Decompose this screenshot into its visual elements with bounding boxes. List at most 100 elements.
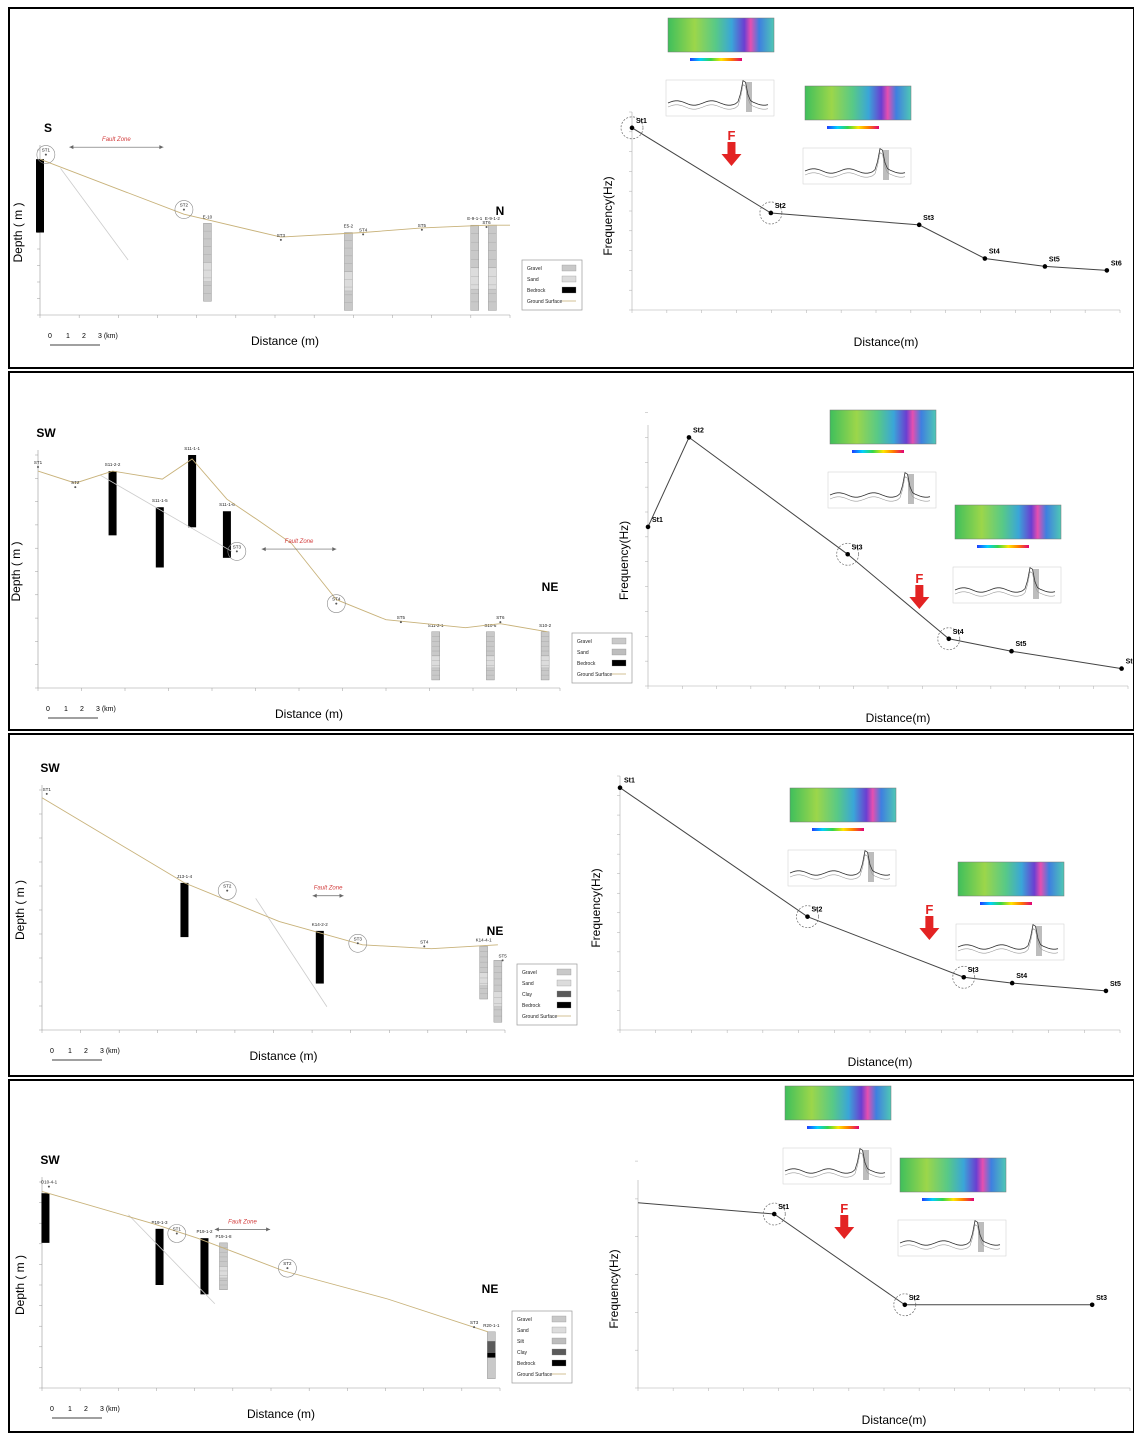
legend-label: Sand (527, 277, 539, 283)
borehole-sand (203, 262, 212, 282)
station-marker (37, 466, 39, 469)
hvsr-curve-frame (827, 471, 937, 509)
direction-right: NE (482, 1282, 499, 1296)
borehole-label: S11-1-5 (152, 498, 168, 503)
geo-station-2: ST2 (217, 881, 237, 900)
fault-label: F (925, 902, 933, 917)
borehole-4: P19-1-8 (215, 1234, 232, 1290)
geo-station-3: ST3 (227, 542, 247, 561)
borehole-5: R20-1-1 (483, 1323, 500, 1379)
borehole-bedrock (36, 159, 44, 233)
geo-station-6: ST6 (482, 220, 491, 228)
direction-left: SW (36, 426, 56, 440)
station-label: ST2 (71, 480, 80, 485)
freq-point-marker (1104, 268, 1110, 273)
freq-point-circle (836, 542, 860, 566)
borehole-3: S11-1-1 (184, 446, 200, 528)
freq-point-2: St2 (759, 201, 786, 225)
legend-swatch (556, 968, 572, 976)
scale-bar-tick: 2 (82, 333, 86, 340)
freq-point-2: St1 (762, 1202, 789, 1226)
station-label: ST4 (420, 939, 429, 944)
station-marker (286, 1267, 289, 1270)
legend-frame (511, 1310, 573, 1384)
geo-station-2: ST2 (174, 200, 194, 219)
legend-label: Silt (517, 1339, 525, 1345)
hvsr-inset-1 (787, 787, 897, 887)
legend-label: Ground Surface (517, 1372, 553, 1378)
geo-section: Depth ( m ) Distance (m) S N E-10 E5-2 E-9-1-1… (11, 121, 583, 348)
freq-point-circle (952, 965, 976, 989)
station-label: ST1 (42, 148, 51, 153)
frequency-profile: Frequency(Hz) Distance(m) St1 St2 St3 F (607, 1085, 1131, 1427)
borehole-4: S11-1-6 (219, 502, 235, 558)
legend-label: Ground Surface (522, 1014, 558, 1020)
freq-point-3: St3 (836, 542, 863, 566)
freq-point-label: St5 (1016, 641, 1027, 648)
hvsr-curve-lower (667, 84, 769, 110)
freq-point-marker (845, 551, 850, 557)
fault-arrow: F (721, 128, 742, 166)
borehole-sand (479, 972, 488, 987)
freq-point-label: St1 (624, 778, 635, 785)
hvsr-curve-frame (955, 923, 1065, 961)
legend-swatch (551, 1326, 567, 1334)
station-label: ST5 (418, 223, 427, 228)
borehole-label: K14-4-1 (476, 937, 493, 942)
freq-point-marker (1009, 980, 1015, 986)
freq-point-5: St5 (1103, 981, 1121, 994)
freq-xlabel: Distance(m) (854, 335, 919, 349)
hvsr-heatmap (829, 409, 937, 445)
panel-frame (8, 1079, 1134, 1433)
direction-left: SW (40, 761, 60, 775)
borehole-bedrock (222, 511, 231, 558)
fault-trace (99, 474, 233, 552)
borehole-2: E-10 (203, 214, 213, 302)
borehole-4: E-9-1-1 (467, 216, 483, 311)
frequency-profile: Frequency(Hz) Distance(m) St1 St2 St3 St4 St5 S… (617, 409, 1134, 725)
borehole-bedrock (180, 882, 189, 938)
borehole-label: E-10 (203, 214, 213, 219)
legend-swatch (556, 1001, 572, 1009)
scale-bar-tick: 1 (68, 1048, 72, 1055)
freq-point-label: St2 (812, 907, 823, 914)
borehole-3: K14-4-1 (476, 937, 493, 1000)
station-label: ST6 (496, 615, 505, 620)
freq-point-label: St5 (1110, 981, 1121, 988)
freq-point-label: St1 (652, 517, 663, 524)
station-circle (348, 933, 368, 953)
fault-zone-label: Fault Zone (102, 137, 131, 143)
station-marker (74, 486, 77, 489)
freq-point-circle (759, 201, 783, 225)
freq-point-label: St3 (852, 544, 863, 551)
panel-frame (8, 371, 1134, 731)
borehole-label: P19-1-2 (196, 1229, 213, 1234)
scale-bar-tick: 1 (66, 333, 70, 340)
panel-2: Depth ( m ) Distance (m) SW NE S11-2-2 S11-1-… (8, 371, 1134, 731)
hvsr-colorbar (827, 126, 879, 129)
geo-section: Depth ( m ) Distance (m) SW NE S11-2-2 S11-1-… (9, 426, 633, 721)
station-label: ST3 (470, 1320, 479, 1325)
station-circle (278, 1258, 297, 1278)
freq-point-label: St6 (1126, 659, 1134, 666)
legend-label: Bedrock (517, 1361, 536, 1367)
legend: Gravel Sand Silt Clay Bedrock Ground Surface (511, 1310, 573, 1384)
freq-point-5: St5 (1042, 256, 1060, 269)
legend-label: Bedrock (577, 661, 596, 667)
station-label: ST3 (354, 936, 363, 941)
borehole-bedrock (155, 1228, 164, 1285)
direction-right: NE (542, 580, 559, 594)
direction-right: N (496, 204, 505, 218)
borehole-6: S10-6 (484, 623, 497, 681)
station-label: ST1 (34, 460, 43, 465)
borehole-bedrock (108, 471, 117, 536)
freq-point-marker (916, 222, 922, 228)
station-circle (217, 881, 237, 900)
geo-station-3: ST3 (348, 933, 368, 953)
scale-bar-tick: 2 (84, 1406, 88, 1413)
freq-point-circle (762, 1202, 786, 1226)
station-label: ST5 (397, 615, 406, 620)
direction-right: NE (487, 924, 504, 938)
borehole-bedrock (41, 1193, 50, 1243)
